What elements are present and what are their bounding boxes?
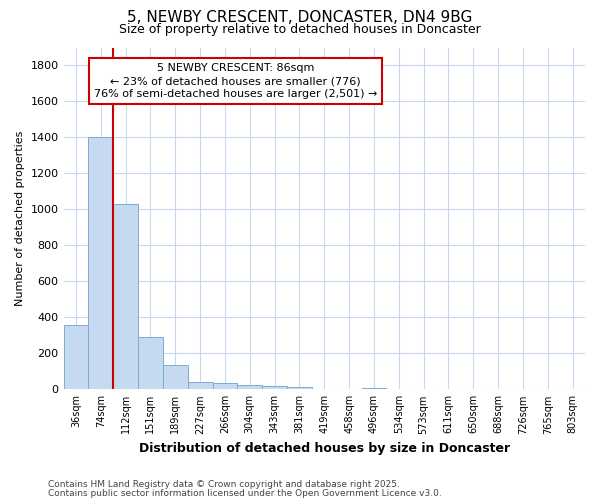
Bar	[212, 383, 238, 390]
Bar	[238, 385, 262, 390]
Bar	[287, 386, 312, 390]
Text: Size of property relative to detached houses in Doncaster: Size of property relative to detached ho…	[119, 22, 481, 36]
Bar	[163, 365, 188, 390]
Text: Contains public sector information licensed under the Open Government Licence v3: Contains public sector information licen…	[48, 488, 442, 498]
Bar	[138, 337, 163, 390]
Text: Contains HM Land Registry data © Crown copyright and database right 2025.: Contains HM Land Registry data © Crown c…	[48, 480, 400, 489]
Bar	[88, 138, 113, 390]
Y-axis label: Number of detached properties: Number of detached properties	[15, 130, 25, 306]
Bar	[188, 382, 212, 390]
Text: 5, NEWBY CRESCENT, DONCASTER, DN4 9BG: 5, NEWBY CRESCENT, DONCASTER, DN4 9BG	[127, 10, 473, 25]
Text: 5 NEWBY CRESCENT: 86sqm
← 23% of detached houses are smaller (776)
76% of semi-d: 5 NEWBY CRESCENT: 86sqm ← 23% of detache…	[94, 63, 377, 100]
Bar	[113, 204, 138, 390]
X-axis label: Distribution of detached houses by size in Doncaster: Distribution of detached houses by size …	[139, 442, 510, 455]
Bar	[362, 388, 386, 390]
Bar	[262, 386, 287, 390]
Bar	[64, 324, 88, 390]
